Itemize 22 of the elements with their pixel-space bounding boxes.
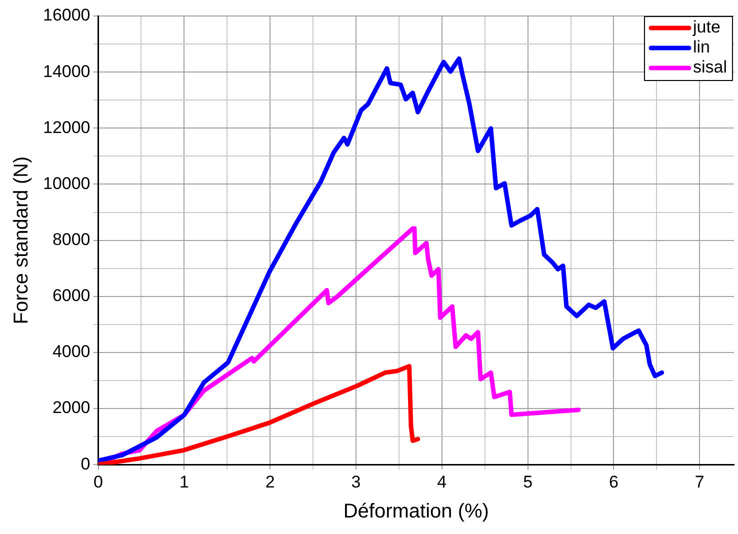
y-tick-label: 4000 [52, 342, 90, 362]
x-tick-label: 6 [608, 472, 618, 492]
legend-label: sisal [692, 58, 728, 77]
y-tick-label: 12000 [42, 118, 90, 137]
x-tick-label: 1 [179, 472, 189, 492]
legend-label: lin [692, 38, 710, 57]
y-tick-label: 8000 [52, 230, 90, 249]
y-tick-label: 2000 [52, 398, 90, 418]
x-tick-label: 2 [265, 472, 275, 492]
x-axis-title: Déformation (%) [343, 500, 489, 523]
y-tick-label: 10000 [42, 174, 90, 193]
legend-label: jute [692, 18, 720, 37]
y-tick-label: 16000 [42, 6, 90, 25]
x-tick-label: 3 [351, 472, 361, 492]
y-tick-label: 0 [80, 454, 90, 474]
y-axis-title: Force standard (N) [10, 156, 33, 324]
x-tick-label: 4 [437, 472, 447, 492]
x-tick-label: 7 [694, 472, 704, 492]
x-tick-label: 0 [94, 472, 104, 492]
x-tick-label: 5 [523, 472, 533, 492]
y-tick-label: 14000 [42, 62, 90, 81]
y-tick-label: 6000 [52, 286, 90, 306]
